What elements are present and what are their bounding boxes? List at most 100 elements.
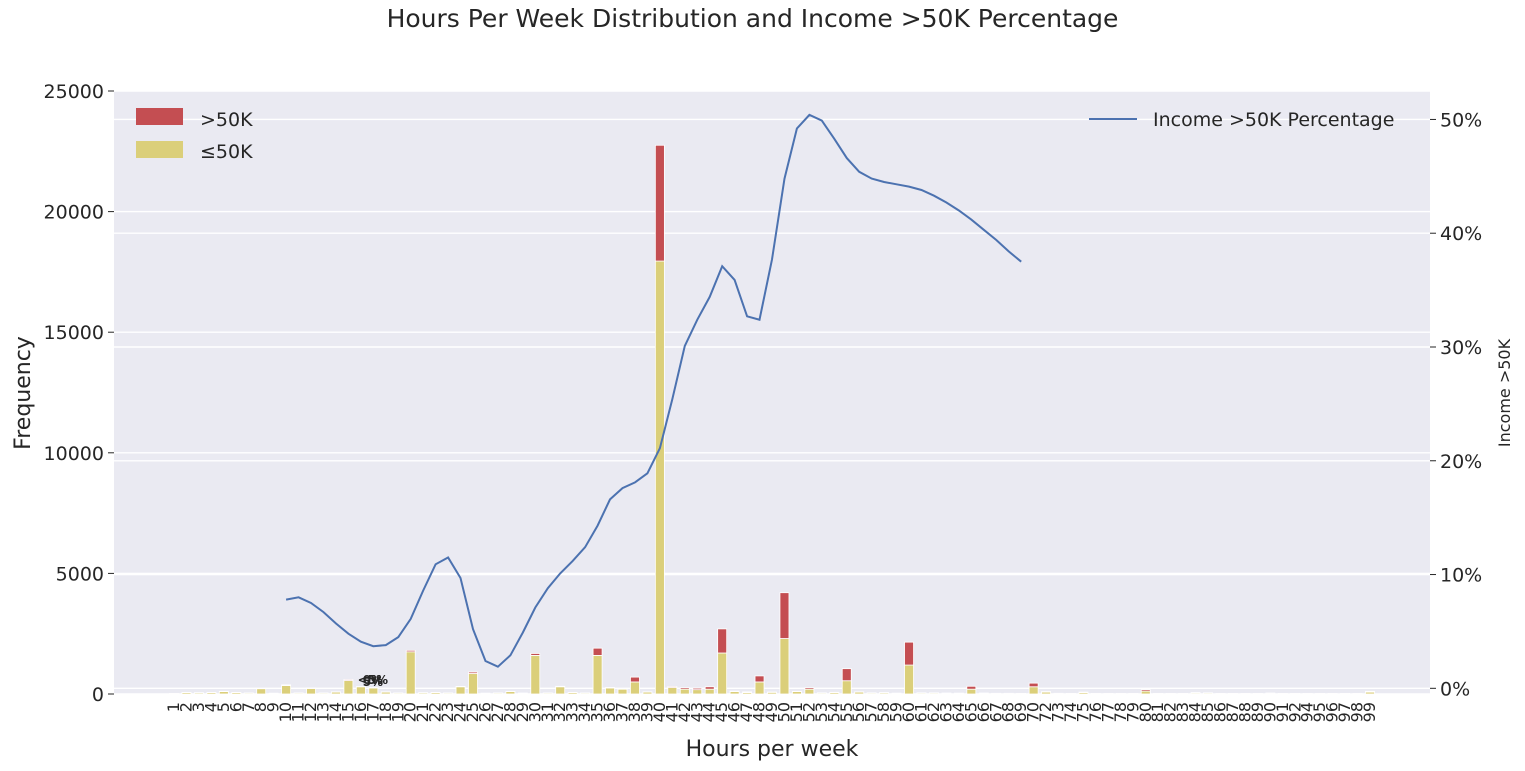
x-tick-label: 50 <box>775 702 794 722</box>
bar-under-50k <box>704 688 715 695</box>
x-tick-label: 91 <box>1273 702 1292 722</box>
bar-under-50k <box>654 260 665 695</box>
y2-tick-label: 0% <box>1440 678 1470 700</box>
right-gridlines <box>114 118 1430 690</box>
x-tick-label: 46 <box>725 702 744 722</box>
bar-under-50k <box>555 686 566 695</box>
legend-label-over-50k: >50K <box>200 109 253 131</box>
x-tick-label: 34 <box>575 702 594 722</box>
x-tick-label: 29 <box>513 702 532 722</box>
x-tick-label: 31 <box>538 702 557 722</box>
bar-under-50k <box>455 686 466 695</box>
x-tick-label: 26 <box>476 702 495 722</box>
bar-over-50k <box>692 687 703 691</box>
x-tick-label: 87 <box>1223 702 1242 722</box>
x-tick-label: 30 <box>525 702 544 722</box>
x-tick-label: 98 <box>1348 702 1367 722</box>
x-tick-label: 45 <box>712 702 731 722</box>
x-tick-label: 40 <box>650 702 669 722</box>
x-tick-label: 76 <box>1086 702 1105 722</box>
x-tick-label: 33 <box>563 702 582 722</box>
bar-under-50k <box>692 689 703 695</box>
x-tick-label: 3 <box>189 702 208 712</box>
y2-tick-label: 50% <box>1440 109 1482 131</box>
bar-under-50k <box>306 688 316 695</box>
x-ticks: 1234567891011121314151617181920212223242… <box>164 702 1379 722</box>
x-tick-label: 16 <box>351 702 370 722</box>
bar-over-50k <box>779 592 790 639</box>
x-tick-label: 14 <box>326 702 345 722</box>
bar-over-50k <box>530 653 541 656</box>
stray-label: <5% <box>358 673 388 687</box>
x-tick-label: 64 <box>949 702 968 722</box>
x-tick-label: 42 <box>675 702 694 722</box>
x-tick-label: 77 <box>1098 702 1117 722</box>
bar-over-50k <box>654 144 665 262</box>
x-tick-label: 7 <box>239 702 258 712</box>
bars <box>169 144 1375 695</box>
bar-over-50k <box>667 686 678 688</box>
x-tick-label: 90 <box>1260 702 1279 722</box>
line-legend: Income >50K Percentage <box>1089 109 1394 131</box>
x-tick-label: 57 <box>862 702 881 722</box>
x-tick-label: 67 <box>986 702 1005 722</box>
x-tick-label: 24 <box>451 702 470 722</box>
x-tick-label: 49 <box>762 702 781 722</box>
x-tick-label: 53 <box>812 702 831 722</box>
bar-under-50k <box>256 688 267 695</box>
bar-under-50k <box>1140 690 1151 695</box>
x-tick-label: 43 <box>687 702 706 722</box>
x-tick-label: 92 <box>1285 702 1304 722</box>
y-tick-label: 5000 <box>56 563 104 585</box>
x-tick-label: 83 <box>1173 702 1192 722</box>
x-tick-label: 63 <box>936 702 955 722</box>
y2-tick-label: 40% <box>1440 223 1482 245</box>
x-tick-label: 69 <box>1011 702 1030 722</box>
x-tick-label: 21 <box>413 702 432 722</box>
plot-area <box>114 91 1430 694</box>
x-tick-label: 2 <box>177 702 196 712</box>
bar-under-50k <box>1028 686 1039 695</box>
stray-label: 5% <box>363 675 383 689</box>
x-tick-label: 75 <box>1074 702 1093 722</box>
y-tick-label: 25000 <box>44 81 104 103</box>
bar-legend: >50K ≤50K <box>136 108 253 163</box>
legend-label-under-50k: ≤50K <box>200 141 253 163</box>
bar-over-50k <box>281 684 292 686</box>
bar-under-50k <box>667 687 678 695</box>
bar-over-50k <box>841 668 852 682</box>
bar-under-50k <box>617 688 628 695</box>
x-tick-label: 44 <box>700 702 719 722</box>
x-tick-label: 56 <box>849 702 868 722</box>
bar-under-50k <box>904 664 914 695</box>
x-tick-label: 10 <box>276 702 295 722</box>
x-tick-label: 4 <box>201 702 220 712</box>
x-tick-label: 36 <box>600 702 619 722</box>
bar-over-50k <box>405 649 416 653</box>
x-tick-label: 39 <box>637 702 656 722</box>
income-line-layer <box>285 113 1022 668</box>
bar-over-50k <box>468 671 478 674</box>
x-tick-label: 18 <box>376 702 395 722</box>
x-tick-label: 27 <box>488 702 507 722</box>
x-tick-label: 5 <box>214 702 233 712</box>
bar-over-50k <box>742 691 752 693</box>
x-tick-label: 11 <box>289 702 308 722</box>
x-tick-label: 41 <box>662 702 681 722</box>
bar-over-50k <box>754 675 765 683</box>
x-tick-label: 62 <box>924 702 943 722</box>
bar-under-50k <box>592 655 603 695</box>
overlapping-labels: <5%5%0% <box>358 673 388 689</box>
x-tick-label: 58 <box>874 702 893 722</box>
x-tick-label: 22 <box>426 702 445 722</box>
bar-under-50k <box>281 685 292 695</box>
right-y-ticks: 0% 10% 20% 30% 40% 50% <box>1430 109 1482 700</box>
y2-tick-label: 30% <box>1440 337 1482 359</box>
x-tick-label: 96 <box>1323 702 1342 722</box>
x-tick-label: 51 <box>787 702 806 722</box>
bar-under-50k <box>530 655 541 695</box>
x-tick-label: 86 <box>1211 702 1230 722</box>
bar-over-50k <box>592 647 603 656</box>
bar-under-50k <box>841 680 852 695</box>
y2-axis-label: Income >50K <box>1495 338 1514 447</box>
